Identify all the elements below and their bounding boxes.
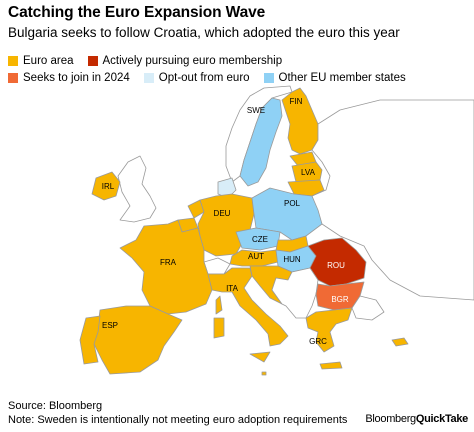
label-lva: LVA bbox=[301, 168, 316, 177]
country-esp bbox=[93, 305, 183, 375]
legend-item-seeks-2024: Seeks to join in 2024 bbox=[8, 70, 130, 85]
country-ita-sicily bbox=[249, 351, 271, 363]
legend-swatch-opt-out bbox=[143, 72, 154, 83]
country-prt bbox=[79, 315, 101, 365]
label-deu: DEU bbox=[214, 209, 231, 218]
europe-map: FIN SWE LVA IRL DEU POL CZE FRA AUT HUN … bbox=[79, 85, 474, 376]
legend-label-actively-pursuing: Actively pursuing euro membership bbox=[102, 54, 283, 67]
country-ita bbox=[207, 267, 289, 347]
label-irl: IRL bbox=[102, 182, 115, 191]
footer: Source: Bloomberg Note: Sweden is intent… bbox=[8, 400, 347, 427]
country-labels: FIN SWE LVA IRL DEU POL CZE FRA AUT HUN … bbox=[102, 97, 349, 346]
legend-label-opt-out: Opt-out from euro bbox=[158, 71, 250, 84]
country-mlt bbox=[261, 371, 267, 376]
country-cyp bbox=[391, 337, 409, 347]
country-grc-crete bbox=[319, 361, 343, 370]
legend-swatch-seeks-2024 bbox=[8, 72, 18, 83]
country-grc bbox=[305, 307, 353, 353]
legend-label-euro-area: Euro area bbox=[23, 54, 74, 67]
label-cze: CZE bbox=[252, 235, 268, 244]
country-gbr bbox=[117, 155, 157, 223]
country-swe bbox=[239, 97, 283, 187]
legend-swatch-euro-area bbox=[8, 55, 18, 66]
label-esp: ESP bbox=[102, 321, 118, 330]
country-ltu bbox=[287, 179, 325, 197]
label-rou: ROU bbox=[327, 261, 345, 270]
legend-swatch-other-eu bbox=[263, 72, 274, 83]
label-fin: FIN bbox=[290, 97, 303, 106]
legend-label-seeks-2024: Seeks to join in 2024 bbox=[23, 71, 130, 84]
chart-subtitle: Bulgaria seeks to follow Croatia, which … bbox=[8, 25, 400, 40]
legend-item-other-eu: Other EU member states bbox=[263, 70, 406, 85]
chart-title: Catching the Euro Expansion Wave bbox=[8, 4, 266, 21]
label-grc: GRC bbox=[309, 337, 327, 346]
footnote: Note: Sweden is intentionally not meetin… bbox=[8, 413, 348, 426]
country-tur bbox=[351, 295, 385, 321]
label-pol: POL bbox=[284, 199, 301, 208]
country-irl bbox=[91, 171, 121, 201]
label-aut: AUT bbox=[248, 252, 264, 261]
bloomberg-quicktake-logo: BloombergQuickTake bbox=[365, 413, 468, 425]
source-note: Source: Bloomberg bbox=[8, 400, 103, 412]
country-pol bbox=[251, 187, 323, 241]
label-hun: HUN bbox=[283, 255, 301, 264]
country-lva bbox=[291, 161, 323, 183]
legend-label-other-eu: Other EU member states bbox=[278, 71, 406, 84]
label-ita: ITA bbox=[226, 284, 239, 293]
country-balkans-non-eu bbox=[271, 267, 319, 319]
legend: Euro area Actively pursuing euro members… bbox=[8, 53, 428, 87]
country-fra-corsica bbox=[215, 295, 223, 315]
label-swe: SWE bbox=[247, 106, 265, 115]
country-east-non-eu bbox=[311, 99, 474, 301]
legend-item-opt-out: Opt-out from euro bbox=[143, 70, 250, 85]
brand-quicktake: QuickTake bbox=[415, 413, 468, 425]
country-fra bbox=[119, 219, 213, 315]
legend-item-euro-area: Euro area bbox=[8, 53, 74, 68]
country-ita-sardinia bbox=[213, 317, 225, 339]
country-rou bbox=[307, 237, 367, 287]
brand-bloomberg: Bloomberg bbox=[365, 413, 416, 425]
country-che bbox=[203, 257, 231, 275]
legend-item-actively-pursuing: Actively pursuing euro membership bbox=[87, 53, 283, 68]
label-bgr: BGR bbox=[331, 295, 349, 304]
legend-swatch-actively-pursuing bbox=[87, 55, 98, 66]
label-fra: FRA bbox=[160, 258, 177, 267]
